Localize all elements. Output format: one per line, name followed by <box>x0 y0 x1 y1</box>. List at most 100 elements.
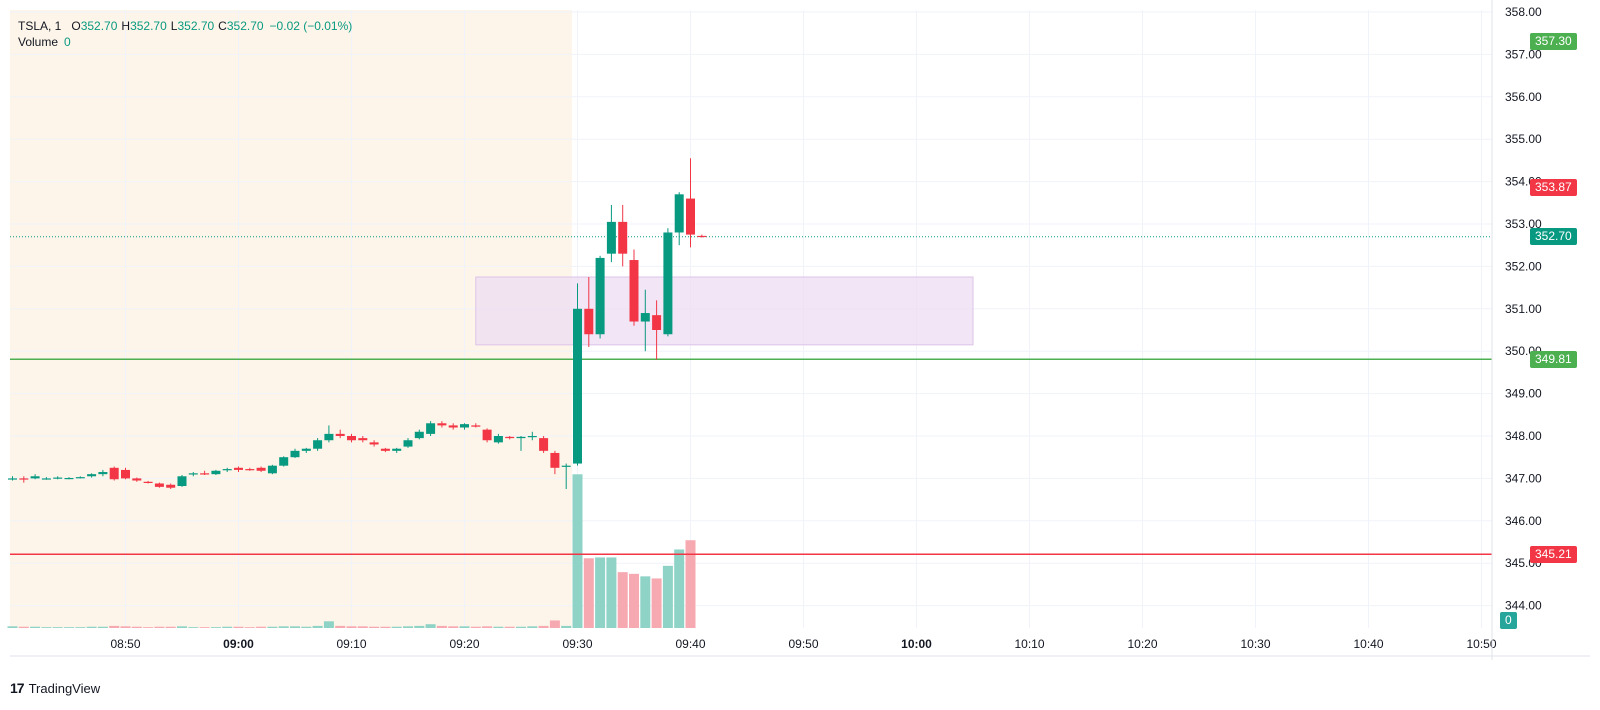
volume-bar <box>403 626 413 628</box>
candle-body <box>19 478 29 480</box>
candle-body <box>188 473 198 475</box>
candle-body <box>505 436 515 439</box>
y-tick-label: 349.00 <box>1505 387 1542 401</box>
candle-body <box>674 194 684 233</box>
volume-value: 0 <box>64 35 71 49</box>
candle-body <box>154 483 164 487</box>
candle-body <box>211 470 221 475</box>
volume-bar <box>120 626 131 628</box>
volume-bar <box>199 627 210 628</box>
candle-body <box>437 423 447 426</box>
candle-body <box>87 474 97 477</box>
volume-bar <box>7 626 18 628</box>
candle-body <box>414 431 424 439</box>
volume-bar <box>516 626 526 628</box>
y-tick-label: 348.00 <box>1505 429 1542 443</box>
volume-bar <box>18 626 29 628</box>
volume-bar <box>30 626 41 628</box>
volume-bar <box>222 626 233 628</box>
candle-body <box>53 477 63 479</box>
x-tick-label: 09:20 <box>449 637 479 651</box>
volume-bar <box>629 573 639 628</box>
volume-bar <box>267 626 278 628</box>
candle-body <box>618 221 628 254</box>
volume-bar <box>482 626 493 628</box>
volume-bar <box>685 540 696 628</box>
volume-bar <box>549 620 560 628</box>
symbol-legend: TSLA, 1 O 352.70 H 352.70 L 352.70 C 352.70 … <box>18 18 352 50</box>
candle-body <box>121 469 130 479</box>
open-label: O <box>71 19 81 33</box>
candle-body <box>482 429 492 441</box>
volume-bar <box>41 627 52 628</box>
volume-bar <box>640 576 651 628</box>
candle-body <box>200 473 210 475</box>
volume-bar <box>109 625 120 628</box>
volume-bar <box>278 626 289 628</box>
y-tick-label: 358.00 <box>1505 5 1542 19</box>
tradingview-logo-icon: 17 <box>10 680 25 696</box>
volume-bar <box>210 627 221 628</box>
candle-body <box>313 440 323 449</box>
volume-bar <box>52 627 63 628</box>
candle-body <box>697 235 707 238</box>
candle-body <box>143 481 153 483</box>
candle-body <box>527 436 537 438</box>
volume-bar <box>64 627 74 628</box>
volume-bar <box>459 626 470 628</box>
volume-bar <box>75 627 86 628</box>
x-tick-label: 10:00 <box>901 637 932 651</box>
volume-bar <box>131 626 142 628</box>
candle-body <box>426 423 436 434</box>
volume-bar <box>143 627 154 628</box>
volume-bar <box>177 626 187 628</box>
candle-body <box>663 232 673 335</box>
candle-body <box>369 442 379 445</box>
volume-bar <box>154 626 165 628</box>
candle-body <box>392 448 402 451</box>
price-tag: 353.87 <box>1530 178 1577 196</box>
y-tick-label: 352.00 <box>1505 259 1542 273</box>
volume-bar <box>335 625 346 628</box>
volume-bar <box>606 557 617 628</box>
close-value: 352.70 <box>226 19 264 33</box>
volume-bar <box>470 626 481 628</box>
candle-body <box>640 313 650 322</box>
x-tick-label: 10:50 <box>1466 637 1496 651</box>
candle-body <box>30 476 40 479</box>
x-tick-label: 10:40 <box>1353 637 1383 651</box>
x-tick-label: 10:20 <box>1127 637 1157 651</box>
volume-bar <box>504 626 515 628</box>
x-tick-label: 10:10 <box>1014 637 1044 651</box>
volume-bar <box>414 625 425 628</box>
price-tag: 352.70 <box>1530 228 1577 246</box>
volume-bar <box>617 572 628 628</box>
candle-body <box>347 436 356 441</box>
symbol-label[interactable]: TSLA, 1 <box>18 19 62 33</box>
volume-bar <box>323 621 334 628</box>
candle-body <box>584 308 594 335</box>
candle-body <box>245 469 255 471</box>
x-tick-label: 08:50 <box>110 637 140 651</box>
volume-bar <box>244 627 255 628</box>
candle-body <box>686 198 695 235</box>
candle-body <box>256 467 266 471</box>
candle-body <box>75 477 85 479</box>
volume-bar <box>380 626 391 628</box>
volume-bar <box>436 625 447 628</box>
price-tag: 349.81 <box>1530 350 1577 368</box>
candle-body <box>324 433 334 441</box>
volume-bar <box>425 624 436 628</box>
x-tick-label: 09:10 <box>336 637 366 651</box>
tradingview-branding[interactable]: 17 TradingView <box>10 680 100 696</box>
volume-label[interactable]: Volume <box>18 35 59 49</box>
y-tick-label: 347.00 <box>1505 471 1542 485</box>
candle-body <box>132 478 142 481</box>
high-label: H <box>121 19 131 33</box>
candle-body <box>358 438 368 441</box>
candle-body <box>403 440 413 447</box>
candle-body <box>222 469 232 471</box>
volume-bar <box>357 626 368 628</box>
